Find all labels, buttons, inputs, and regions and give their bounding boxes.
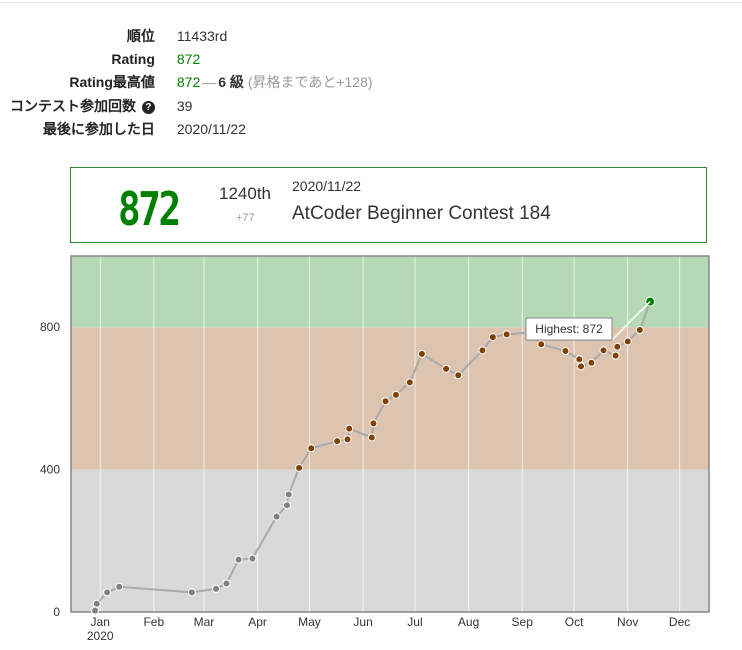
data-point [295,463,304,472]
data-point [575,355,584,364]
data-point [599,346,608,355]
rank-value: 11433rd [176,27,228,44]
rating-diff: +77 [236,212,255,224]
x-tick-label: Jul [407,615,422,629]
latest-rank: 1240th [219,184,271,203]
data-point [367,433,376,442]
rating-label: Rating [111,50,155,67]
rating-line [94,301,652,611]
x-tick-label: Nov [617,615,638,629]
data-point [307,444,316,453]
data-point [115,582,124,591]
data-point [272,512,281,521]
data-point [613,342,622,351]
data-point [333,437,342,446]
data-point [381,397,390,406]
question-circle-icon[interactable]: ? [141,100,155,114]
latest-rating: 872 [118,182,181,236]
data-point [561,347,570,356]
data-point [284,490,293,499]
highest-rating-row: Rating最高値 872—6 級 (昇格まであと+128) [10,71,373,94]
data-point [454,371,463,380]
profile-info-table: 順位 11433rd Rating 872 Rating最高値 872—6 級 … [10,24,373,140]
x-tick-label: Oct [565,615,584,629]
data-point [187,588,196,597]
data-point [92,599,101,608]
data-point [345,424,354,433]
data-point [488,333,497,342]
data-point [442,364,451,373]
last-contest-value: 2020/11/22 [176,120,246,137]
data-point [478,346,487,355]
x-tick-label: Dec [669,615,690,629]
x-tick-label: Jun [353,615,372,629]
y-tick-label: 0 [53,605,60,619]
last-contest-row: 最後に参加した日 2020/11/22 [10,117,373,140]
x-tick-label: Mar [194,615,215,629]
data-point [222,579,231,588]
data-point [537,340,546,349]
x-tick-label: Jan [91,615,110,629]
highest-rating-label: Rating最高値 [69,74,155,91]
contest-count-value: 39 [176,97,193,114]
data-point [248,554,257,563]
promotion-note: (昇格まであと+128) [247,74,373,91]
x-tick-label: Feb [143,615,164,629]
grade-value: 6 級 [218,74,244,91]
contest-count-label: コンテスト参加回数 [10,97,136,114]
plot-frame [70,255,710,613]
data-point [417,349,426,358]
data-point [283,501,291,510]
highest-rating-value: 872 [176,74,201,91]
latest-date: 2020/11/22 [292,178,362,194]
x-tick-label: Apr [248,615,267,629]
data-point [405,378,414,387]
rating-value: 872 [176,50,201,67]
data-point [623,337,632,346]
rank-label: 順位 [126,27,155,44]
data-point [212,584,221,593]
data-point [343,435,352,444]
x-tick-label: May [298,615,321,629]
data-point [234,555,243,564]
tooltip-box [525,317,613,341]
top-divider [0,2,742,3]
x-tick-label: Aug [458,615,479,629]
data-point [635,326,644,335]
year-label: 2020 [87,629,114,643]
tooltip-text: Highest: 872 [535,322,603,336]
data-point [103,588,112,597]
rank-row: 順位 11433rd [10,24,373,47]
data-point [391,390,400,399]
latest-contest-panel: 872 1240th +77 2020/11/22 AtCoder Beginn… [70,167,707,243]
rating-row: Rating 872 [10,47,373,70]
data-point [577,362,586,371]
band-gray [71,469,709,612]
y-tick-label: 400 [40,463,60,477]
tooltip-pointer [611,301,651,341]
data-point [91,606,100,615]
latest-contest-name[interactable]: AtCoder Beginner Contest 184 [292,203,551,224]
data-point [502,330,511,339]
rating-history-chart[interactable]: Jan Feb Mar Apr May Jun Jul Aug Sep Oct Nov Dec 2020… [0,250,742,650]
x-tick-label: Sep [512,615,534,629]
dash-separator: — [202,74,217,91]
data-point [369,419,378,428]
y-tick-label: 800 [40,320,60,334]
contest-count-row: コンテスト参加回数 ? 39 [10,94,373,117]
data-point [587,358,596,367]
band-green [71,256,709,328]
data-point [611,351,620,360]
last-contest-label: 最後に参加した日 [42,120,155,137]
